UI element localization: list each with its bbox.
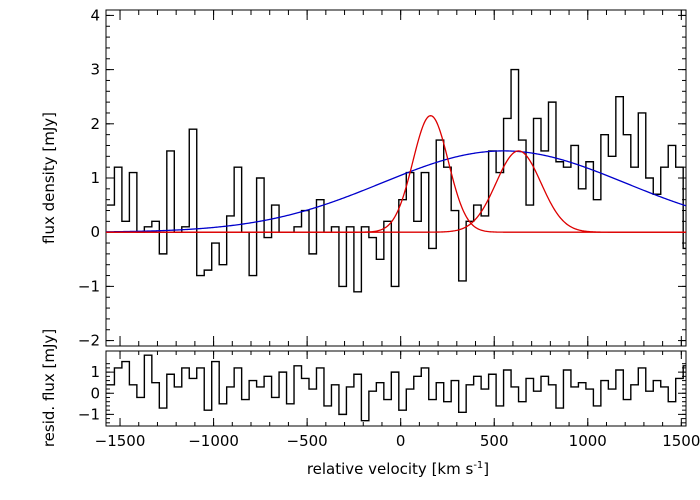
residual-y-ticks: −1 0 1 — [78, 363, 686, 423]
narrow-fit-curve-1 — [106, 115, 686, 233]
narrow-fit-curve-2 — [106, 150, 686, 233]
main-y-ticks: −2 −1 0 1 2 3 4 — [78, 6, 686, 350]
x-axis-label-main: relative velocity [km s — [307, 460, 474, 478]
spectrum-line — [106, 68, 686, 293]
residual-y-tick-label: 0 — [90, 384, 100, 402]
main-plot-area — [106, 68, 686, 293]
x-tick-label: −1000 — [188, 432, 239, 450]
residual-y-tick-label: 1 — [90, 363, 100, 381]
x-ticks: −1500 −1000 −500 0 500 1000 1500 — [95, 10, 700, 450]
main-y-tick-label: 0 — [90, 223, 100, 241]
x-axis-label-end: ] — [483, 460, 489, 478]
x-tick-label: 500 — [480, 432, 509, 450]
x-tick-label: 0 — [396, 432, 406, 450]
x-axis-label: relative velocity [km s-1] — [307, 460, 489, 478]
main-y-tick-label: 4 — [90, 6, 100, 24]
main-y-tick-label: 3 — [90, 61, 100, 79]
main-y-tick-label: 2 — [90, 115, 100, 133]
x-axis-label-superscript: -1 — [473, 460, 483, 471]
residual-line — [106, 354, 686, 422]
x-tick-label: −500 — [287, 432, 328, 450]
residual-y-axis-label: resid. flux [mJy] — [40, 329, 58, 447]
x-tick-label: −1500 — [95, 432, 146, 450]
main-y-tick-label: −2 — [78, 332, 100, 350]
main-y-tick-label: 1 — [90, 169, 100, 187]
broad-fit-curve — [106, 150, 686, 233]
residual-plot-area — [106, 354, 686, 422]
main-plot-frame — [105, 9, 687, 347]
x-tick-label: 1000 — [569, 432, 607, 450]
residual-plot-frame — [105, 350, 687, 427]
main-y-axis-label: flux density [mJy] — [40, 112, 58, 244]
residual-y-tick-label: −1 — [78, 405, 100, 423]
main-y-tick-label: −1 — [78, 277, 100, 295]
x-tick-label: 1500 — [662, 432, 700, 450]
